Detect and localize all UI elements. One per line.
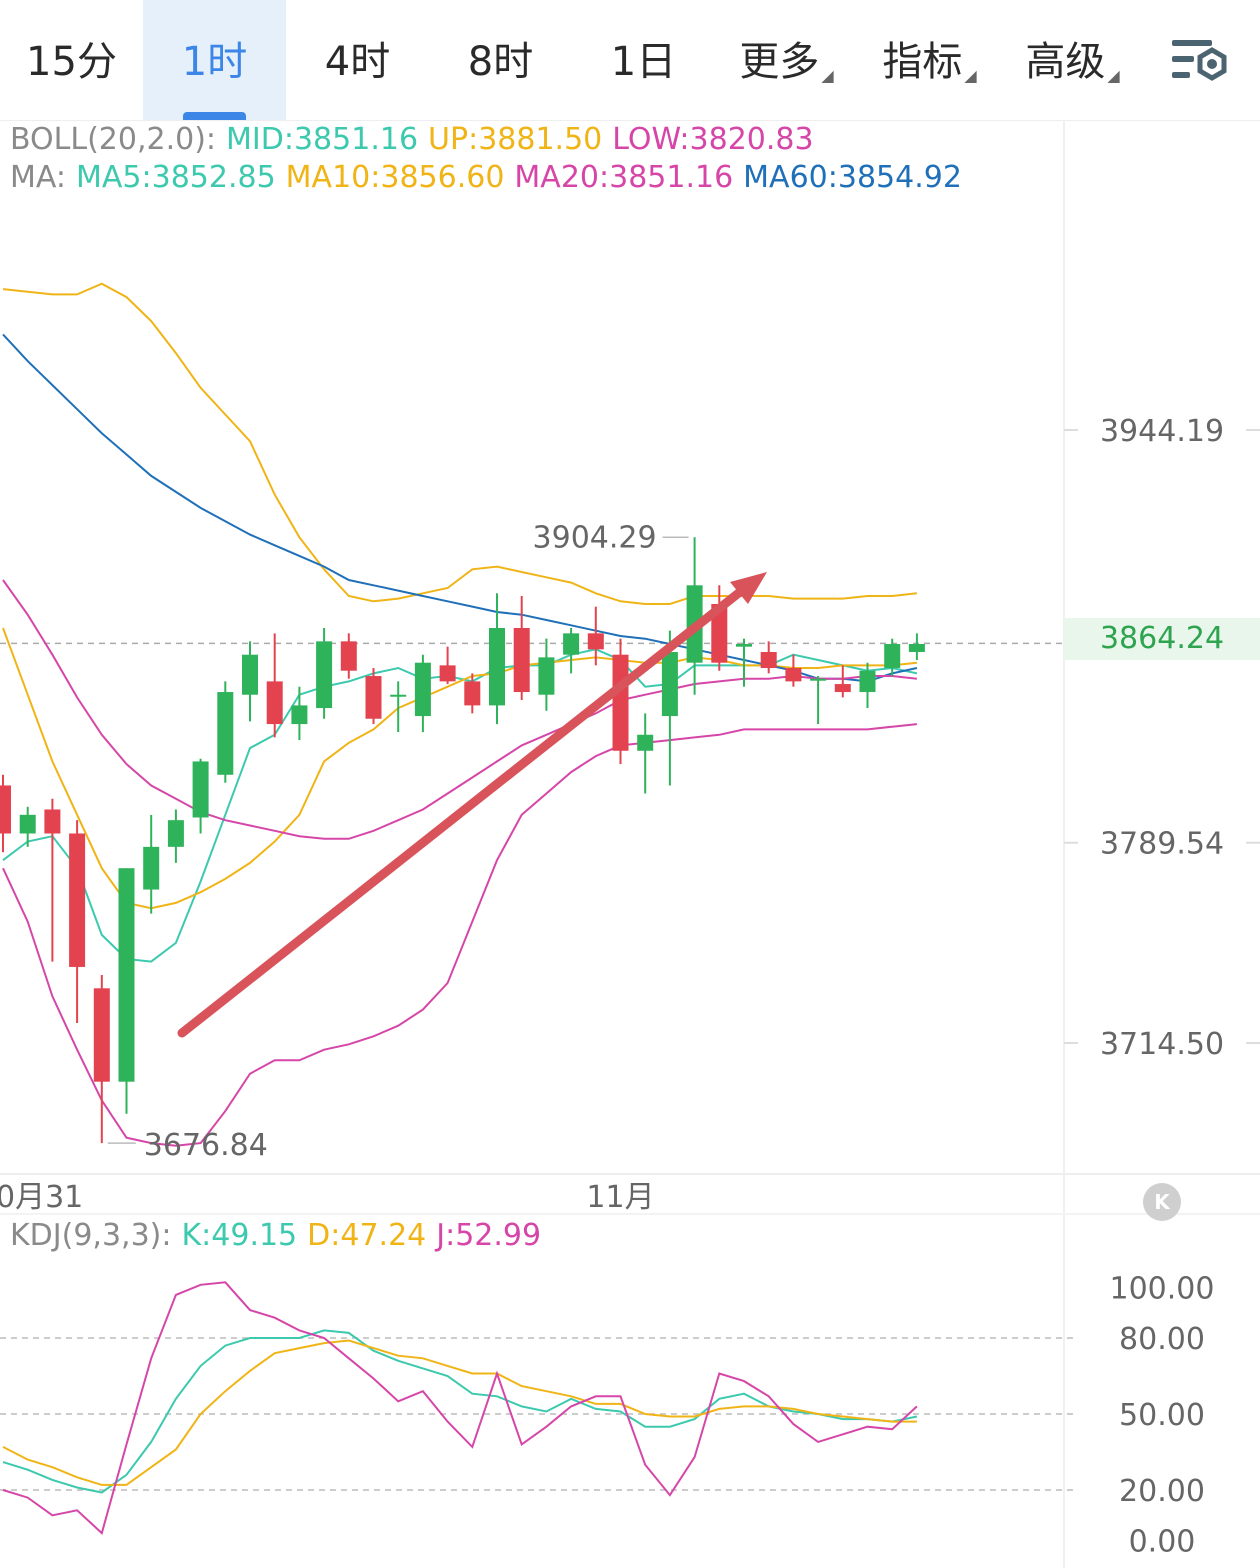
- date-label: 0月31: [0, 1180, 83, 1215]
- candle-body: [711, 603, 728, 663]
- tab-1d[interactable]: 1日: [610, 39, 677, 85]
- tab-1h[interactable]: 1时: [143, 0, 286, 120]
- candle-body: [563, 633, 580, 655]
- kdj-k-line: [2, 1329, 918, 1494]
- ma10-line: [2, 627, 918, 910]
- kdj-j-line: [2, 1281, 918, 1535]
- candle-body: [414, 662, 431, 717]
- candle-body: [167, 820, 184, 847]
- candle-body: [810, 678, 827, 681]
- mid-line: [2, 579, 918, 840]
- caret-down-icon: ◢: [821, 66, 834, 85]
- tab-15min[interactable]: 15分: [26, 39, 117, 85]
- kdj-tick-label: 80.00: [1119, 1322, 1205, 1357]
- timeframe-tab-bar: 15分 1时 4时 8时 1日 更多 ◢ 指标 ◢ 高级 ◢: [0, 0, 1260, 121]
- axis-labels: 3904.29 3676.84 3944.19 3789.54 3714.50 0月31 1…: [0, 414, 1260, 1560]
- candle-body: [0, 785, 11, 834]
- ma10-value: MA10:3856.60: [285, 160, 505, 195]
- boll-mid-value: MID:3851.16: [226, 122, 419, 157]
- caret-down-icon: ◢: [964, 66, 977, 85]
- candle-body: [69, 833, 86, 967]
- candle-body: [242, 654, 258, 695]
- candle-body: [834, 684, 851, 693]
- price-tick-label: 3714.50: [1100, 1027, 1224, 1062]
- candle-body: [489, 627, 505, 706]
- candle-body: [859, 670, 876, 693]
- candle-body: [736, 644, 752, 647]
- candle-body: [908, 644, 925, 653]
- tab-8h[interactable]: 8时: [467, 39, 534, 85]
- current-price-tag: 3864.24: [1064, 618, 1260, 660]
- boll-low-value: LOW:3820.83: [612, 122, 814, 157]
- ma5-line: [2, 648, 918, 963]
- chart-settings-icon[interactable]: [1168, 34, 1232, 90]
- kdj-k-value: K:49.15: [181, 1218, 298, 1253]
- ma5-value: MA5:3852.85: [76, 160, 276, 195]
- candle-body: [143, 846, 160, 890]
- candle-body: [513, 627, 530, 693]
- candle-body: [93, 988, 110, 1082]
- main-chart-series: [0, 282, 1064, 1147]
- ma-legend: MA: MA5:3852.85 MA10:3856.60 MA20:3851.16 MA…: [10, 160, 972, 195]
- high-price-label: 3904.29: [533, 520, 657, 555]
- candle-body: [19, 814, 36, 834]
- ma60-line: [2, 333, 918, 683]
- ma60-value: MA60:3854.92: [743, 160, 962, 195]
- kdj-label: KDJ(9,3,3):: [10, 1218, 172, 1253]
- candle-body: [192, 761, 209, 818]
- boll-label: BOLL(20,2.0):: [10, 122, 217, 157]
- candle-body: [661, 652, 678, 717]
- collapse-left-icon[interactable]: K: [1143, 1183, 1181, 1221]
- tab-indicators-label: 指标: [882, 39, 963, 85]
- candle-body: [44, 809, 61, 834]
- chart-grid: [0, 120, 1260, 1568]
- date-label: 11月: [586, 1180, 654, 1215]
- kdj-tick-label: 0.00: [1129, 1525, 1196, 1560]
- candle-body: [365, 676, 382, 719]
- price-tick-label: 3944.19: [1100, 414, 1224, 449]
- kdj-tick-label: 20.00: [1119, 1474, 1205, 1509]
- candle-body: [785, 668, 802, 682]
- candle-body: [340, 641, 357, 671]
- candle-body: [760, 652, 777, 669]
- candle-body: [390, 694, 407, 697]
- candle-body: [587, 633, 604, 650]
- candle-body: [538, 657, 555, 695]
- boll-legend: BOLL(20,2.0): MID:3851.16 UP:3881.50 LOW:38…: [10, 122, 824, 157]
- candle-body: [118, 868, 135, 1082]
- price-tick-label: 3789.54: [1100, 827, 1224, 862]
- low-price-label: 3676.84: [144, 1128, 268, 1163]
- candle-body: [266, 681, 283, 725]
- tab-more[interactable]: 更多 ◢: [715, 0, 858, 120]
- tab-advanced-label: 高级: [1025, 39, 1106, 85]
- candle-body: [637, 734, 654, 751]
- candle-body: [884, 644, 901, 669]
- kdj-j-value: J:52.99: [436, 1218, 542, 1253]
- ma20-value: MA20:3851.16: [514, 160, 734, 195]
- tab-indicators[interactable]: 指标 ◢: [858, 0, 1001, 120]
- boll-up-line: [2, 282, 918, 605]
- upward-arrow-annotation: [177, 572, 767, 1038]
- boll-low-line: [2, 723, 918, 1147]
- tab-4h[interactable]: 4时: [324, 39, 391, 85]
- boll-up-value: UP:3881.50: [428, 122, 603, 157]
- candle-body: [464, 681, 481, 706]
- kdj-series: [0, 1281, 1075, 1535]
- kdj-tick-label: 100.00: [1110, 1271, 1215, 1306]
- kdj-d-value: D:47.24: [307, 1218, 427, 1253]
- kdj-tick-label: 50.00: [1119, 1398, 1205, 1433]
- candle-body: [217, 692, 234, 775]
- candle-body: [612, 654, 629, 751]
- candle-body: [316, 641, 333, 709]
- candle-body: [291, 705, 308, 725]
- tab-advanced[interactable]: 高级 ◢: [1001, 0, 1144, 120]
- ma-label: MA:: [10, 160, 66, 195]
- caret-down-icon: ◢: [1107, 66, 1120, 85]
- kdj-d-line: [2, 1339, 917, 1486]
- price-chart[interactable]: 3904.29 3676.84 3944.19 3789.54 3714.50 0月31 1…: [0, 120, 1260, 1568]
- kdj-legend: KDJ(9,3,3): K:49.15 D:47.24 J:52.99: [10, 1218, 551, 1253]
- candle-body: [439, 665, 456, 682]
- tab-more-label: 更多: [739, 39, 820, 85]
